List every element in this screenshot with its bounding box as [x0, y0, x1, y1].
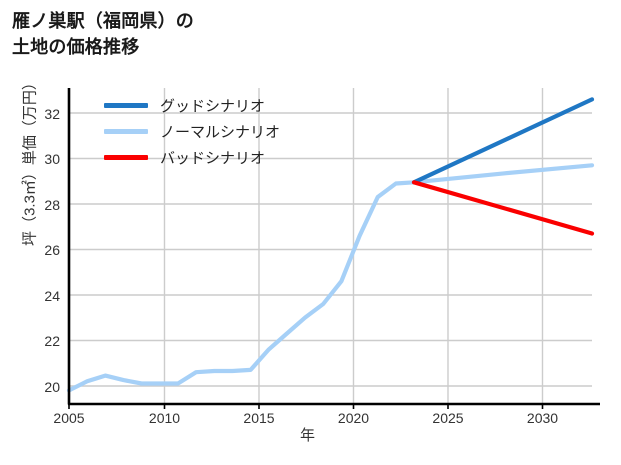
- legend-label-good: グッドシナリオ: [160, 97, 266, 115]
- legend-swatch-good-icon: [104, 102, 148, 108]
- x-tick-label-2020: 2020: [337, 410, 370, 426]
- series-line-bad: [411, 180, 595, 236]
- chart-legend: グッドシナリオ ノーマルシナリオ バッドシナリオ: [104, 92, 280, 170]
- legend-item-normal: ノーマルシナリオ: [104, 118, 280, 144]
- x-axis-title: 年: [300, 427, 316, 444]
- y-tick-label-20: 20: [44, 379, 60, 395]
- title-line-2: 土地の価格推移: [12, 37, 140, 57]
- legend-swatch-bad-icon: [104, 154, 148, 160]
- horizontal-gridlines: [69, 112, 592, 387]
- x-tick-marks: [68, 404, 544, 409]
- y-tick-label-26: 26: [44, 242, 60, 258]
- y-tick-label-30: 30: [44, 151, 60, 167]
- legend-label-bad: バッドシナリオ: [160, 149, 266, 167]
- legend-swatch-normal-icon: [104, 128, 148, 134]
- title-line-1: 雁ノ巣駅（福岡県）の: [12, 11, 194, 31]
- axis-spines: [67, 88, 600, 406]
- y-tick-label-28: 28: [44, 197, 60, 213]
- x-tick-label-2010: 2010: [148, 410, 181, 426]
- y-axis-title: 坪（3.3㎡）単価（万円）: [21, 75, 39, 246]
- page-title: 雁ノ巣駅（福岡県）の 土地の価格推移: [12, 8, 194, 60]
- legend-label-normal: ノーマルシナリオ: [160, 123, 281, 141]
- y-tick-label-32: 32: [44, 106, 60, 122]
- series-line-normal: [66, 163, 595, 393]
- legend-item-good: グッドシナリオ: [104, 92, 280, 118]
- x-tick-label-2005: 2005: [53, 410, 85, 426]
- y-tick-label-24: 24: [44, 288, 60, 304]
- series-line-good: [411, 97, 595, 185]
- x-tick-label-2015: 2015: [243, 410, 275, 426]
- x-tick-label-2025: 2025: [432, 410, 464, 426]
- y-tick-label-22: 22: [44, 333, 60, 349]
- x-tick-label-2030: 2030: [526, 410, 559, 426]
- legend-item-bad: バッドシナリオ: [104, 144, 280, 170]
